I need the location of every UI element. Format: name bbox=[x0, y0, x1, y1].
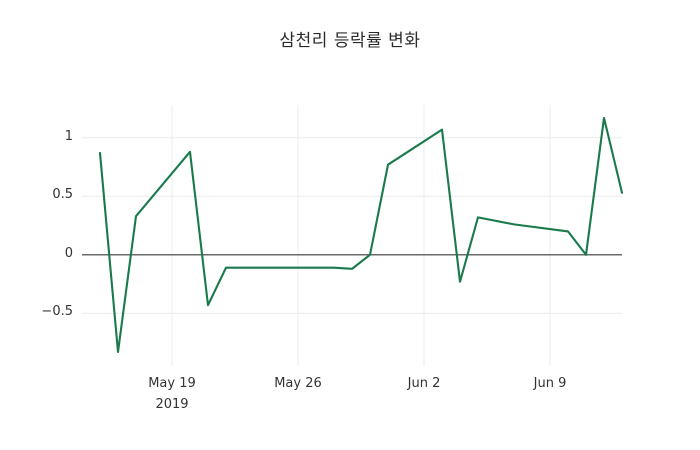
data-series-line bbox=[98, 116, 624, 354]
chart-title: 삼천리 등락률 변화 bbox=[279, 31, 421, 51]
y-axis-tick-label: 1 bbox=[64, 128, 73, 144]
y-axis-tick-label: −0.5 bbox=[41, 304, 73, 320]
vertical-gridlines bbox=[171, 105, 551, 366]
x-axis-tick-label: Jun 2 bbox=[407, 376, 441, 391]
x-axis-tick-label: Jun 9 bbox=[533, 376, 567, 391]
x-axis-tick-label: May 19 bbox=[148, 376, 196, 391]
x-axis-year-label: 2019 bbox=[155, 397, 189, 412]
y-axis-tick-label: 0 bbox=[64, 245, 73, 261]
horizontal-gridlines bbox=[82, 137, 622, 314]
x-axis-tick-label: May 26 bbox=[274, 376, 322, 391]
y-axis-tick-label: 0.5 bbox=[52, 187, 73, 203]
